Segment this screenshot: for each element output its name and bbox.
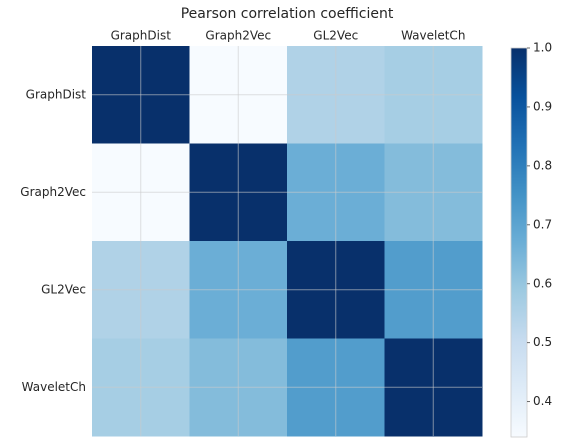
column-label: Graph2Vec (205, 29, 271, 43)
colorbar-tick-label: 1.0 (533, 41, 552, 55)
column-label: GraphDist (111, 29, 172, 43)
row-label: WaveletCh (22, 380, 86, 394)
row-label: GL2Vec (41, 282, 86, 296)
colorbar-tick-label: 0.9 (533, 99, 552, 113)
row-label: Graph2Vec (20, 185, 86, 199)
column-label: GL2Vec (313, 29, 358, 43)
colorbar-tick-label: 0.5 (533, 335, 552, 349)
column-label: WaveletCh (401, 29, 465, 43)
colorbar (510, 47, 528, 438)
colorbar-tick-label: 0.8 (533, 158, 552, 172)
colorbar-tick-label: 0.4 (533, 394, 552, 408)
colorbar-tick-label: 0.6 (533, 276, 552, 290)
row-label: GraphDist (26, 87, 87, 101)
chart-title: Pearson correlation coefficient (181, 6, 394, 22)
colorbar-tick-label: 0.7 (533, 217, 552, 231)
